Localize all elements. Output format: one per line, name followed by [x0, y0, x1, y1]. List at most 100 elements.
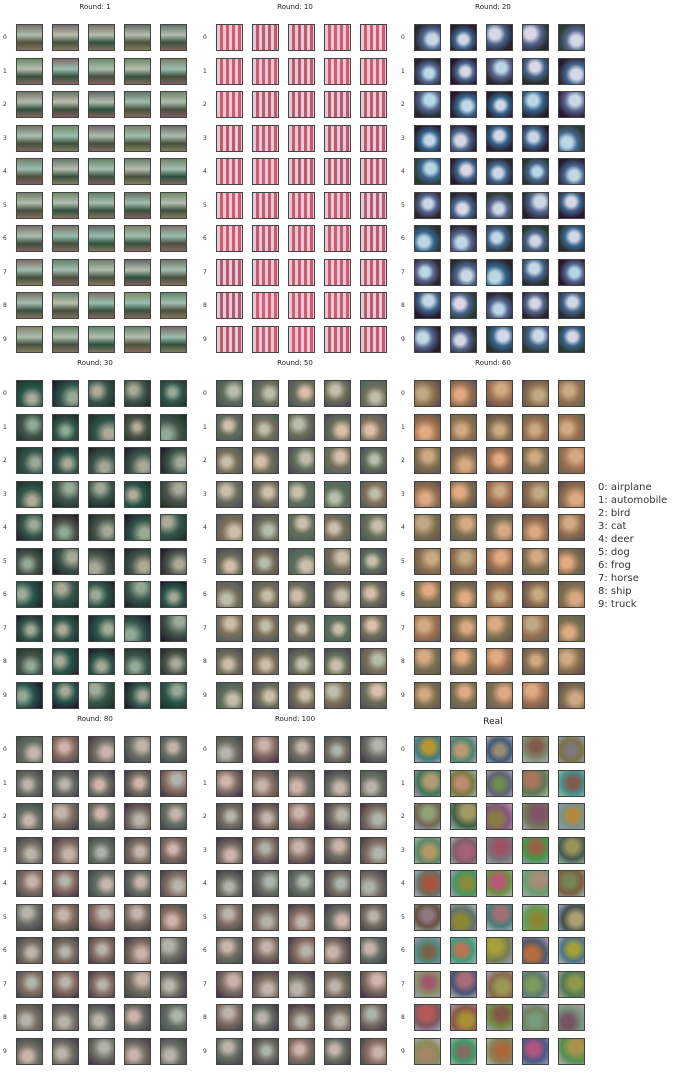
sample-image: [522, 648, 549, 675]
sample-image: [324, 258, 351, 286]
sample-image: [360, 91, 387, 118]
sample-image: [160, 1004, 187, 1031]
sample-image: [360, 836, 387, 864]
sample-image: [522, 325, 549, 353]
sample-image: [16, 614, 43, 642]
row-label: 8: [3, 658, 7, 665]
sample-image: [160, 292, 187, 319]
sample-image: [52, 648, 79, 675]
row-label: 9: [3, 335, 7, 343]
sample-image: [88, 24, 115, 51]
panel-title: Round: 100: [274, 715, 316, 723]
row-label: 3: [203, 134, 207, 142]
sample-image: [414, 225, 441, 252]
sample-image: [324, 970, 351, 998]
row-label: 9: [203, 335, 207, 343]
sample-image: [16, 447, 43, 474]
row-label: 8: [203, 658, 207, 665]
sample-image: [558, 514, 585, 541]
sample-image: [522, 736, 549, 763]
sample-image: [52, 547, 79, 575]
sample-image: [52, 124, 79, 152]
sample-image: [160, 903, 187, 931]
sample-image: [88, 413, 115, 441]
sample-image: [160, 380, 187, 407]
sample-image: [88, 681, 115, 709]
sample-image: [252, 158, 279, 185]
sample-image: [52, 581, 79, 608]
sample-image: [124, 903, 151, 931]
sample-image: [486, 514, 513, 541]
sample-image: [414, 258, 441, 286]
sample-image: [486, 1037, 513, 1065]
sample-image: [288, 258, 315, 286]
sample-image: [252, 292, 279, 319]
legend-item: 0: airplane: [598, 482, 652, 493]
sample-image: [360, 769, 387, 797]
row-label: 7: [401, 980, 405, 988]
sample-image: [414, 836, 441, 864]
sample-image: [52, 292, 79, 319]
sample-image: [486, 380, 513, 407]
sample-image: [160, 937, 187, 964]
sample-image: [252, 870, 279, 897]
sample-image: [216, 91, 243, 118]
sample-image: [522, 970, 549, 998]
sample-image: [88, 292, 115, 319]
sample-image: [558, 57, 585, 85]
panel-title: Round: 10: [277, 3, 313, 11]
sample-image: [414, 514, 441, 541]
sample-image: [16, 258, 43, 286]
row-label: 7: [203, 268, 207, 276]
sample-image: [414, 380, 441, 407]
row-label: 4: [3, 524, 7, 531]
sample-image: [414, 937, 441, 964]
sample-image: [124, 258, 151, 286]
sample-image: [16, 1037, 43, 1065]
row-label: 3: [401, 134, 405, 142]
sample-image: [16, 158, 43, 185]
sample-image: [360, 648, 387, 675]
sample-image: [16, 325, 43, 353]
sample-image: [88, 769, 115, 797]
sample-image: [16, 903, 43, 931]
sample-image: [324, 1004, 351, 1031]
sample-image: [216, 292, 243, 319]
row-label: 4: [401, 524, 405, 531]
sample-image: [216, 970, 243, 998]
sample-image: [360, 970, 387, 998]
sample-image: [558, 413, 585, 441]
sample-image: [16, 836, 43, 864]
sample-image: [124, 124, 151, 152]
sample-image: [160, 970, 187, 998]
sample-image: [414, 413, 441, 441]
sample-image: [522, 225, 549, 252]
sample-image: [324, 681, 351, 709]
sample-image: [360, 1004, 387, 1031]
sample-image: [252, 1004, 279, 1031]
sample-image: [124, 870, 151, 897]
row-label: 6: [3, 947, 7, 954]
row-label: 2: [3, 813, 7, 820]
sample-image: [252, 1037, 279, 1065]
sample-image: [88, 736, 115, 763]
sample-image: [252, 836, 279, 864]
row-label: 6: [401, 947, 405, 954]
sample-image: [558, 158, 585, 185]
sample-image: [52, 970, 79, 998]
sample-image: [124, 380, 151, 407]
sample-image: [288, 292, 315, 319]
sample-image: [558, 581, 585, 608]
sample-image: [558, 736, 585, 763]
sample-image: [324, 191, 351, 219]
sample-image: [486, 24, 513, 51]
sample-image: [288, 325, 315, 353]
sample-image: [216, 836, 243, 864]
sample-image: [486, 258, 513, 286]
sample-image: [88, 380, 115, 407]
sample-image: [124, 158, 151, 185]
row-label: 5: [203, 557, 207, 565]
sample-image: [16, 970, 43, 998]
sample-image: [288, 1004, 315, 1031]
row-label: 8: [3, 302, 7, 309]
